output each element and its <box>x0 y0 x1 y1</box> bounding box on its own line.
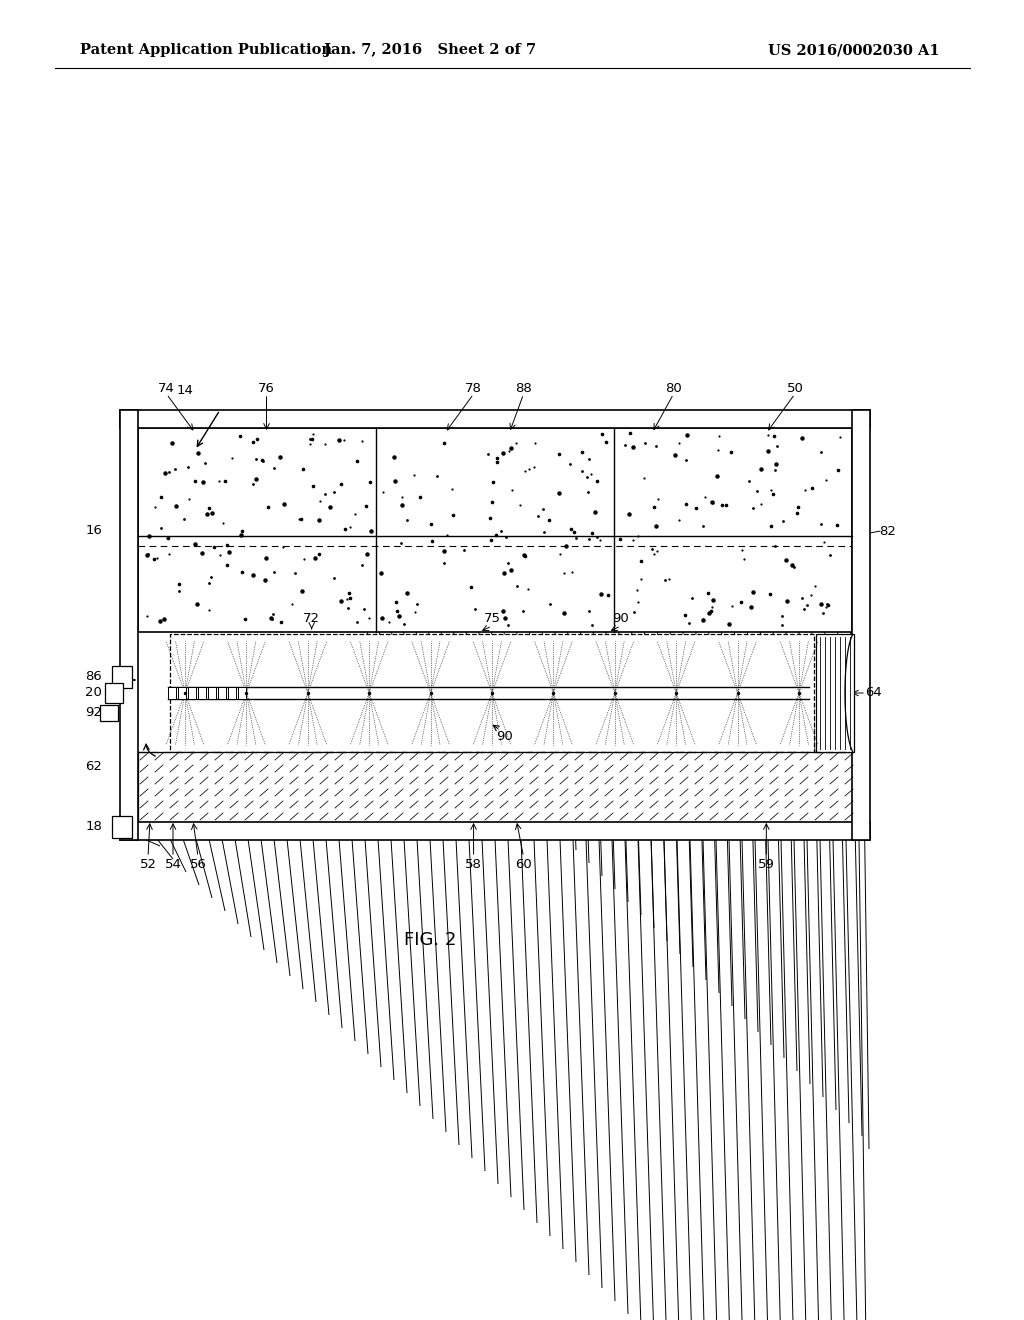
Text: 56: 56 <box>189 858 207 871</box>
Text: 62: 62 <box>85 760 102 774</box>
Bar <box>218 686 226 700</box>
Text: 58: 58 <box>465 858 482 871</box>
Text: FIG. 2: FIG. 2 <box>403 931 456 949</box>
Bar <box>138 752 852 822</box>
Bar <box>100 705 118 721</box>
Text: 90: 90 <box>612 612 629 626</box>
Text: Jan. 7, 2016   Sheet 2 of 7: Jan. 7, 2016 Sheet 2 of 7 <box>324 44 536 57</box>
Text: 76: 76 <box>258 381 275 395</box>
Text: 20: 20 <box>85 686 102 700</box>
Bar <box>228 686 236 700</box>
Bar <box>852 411 870 840</box>
Text: 72: 72 <box>303 612 321 626</box>
Bar <box>112 667 132 688</box>
Text: 52: 52 <box>139 858 157 871</box>
Bar <box>105 682 123 704</box>
Bar <box>112 816 132 838</box>
Bar <box>138 428 852 632</box>
Bar <box>208 686 216 700</box>
Text: 59: 59 <box>758 858 775 871</box>
Text: 54: 54 <box>165 858 181 871</box>
Text: US 2016/0002030 A1: US 2016/0002030 A1 <box>768 44 940 57</box>
Text: 14: 14 <box>176 384 194 396</box>
Text: Patent Application Publication: Patent Application Publication <box>80 44 332 57</box>
Text: 92: 92 <box>85 706 102 719</box>
Text: 74: 74 <box>158 381 175 395</box>
Text: 88: 88 <box>515 381 531 395</box>
Text: 82: 82 <box>880 524 896 537</box>
Text: 64: 64 <box>865 686 883 700</box>
Bar <box>198 686 206 700</box>
Text: 16: 16 <box>85 524 102 536</box>
Text: 80: 80 <box>666 381 682 395</box>
Bar <box>168 686 176 700</box>
Bar <box>120 822 870 840</box>
Bar <box>170 634 814 752</box>
Text: 86: 86 <box>85 671 102 684</box>
Text: 18: 18 <box>85 821 102 833</box>
Text: 90: 90 <box>497 730 513 743</box>
Bar <box>178 686 186 700</box>
Bar <box>816 634 854 752</box>
Bar <box>120 411 138 840</box>
Text: 75: 75 <box>483 612 501 626</box>
Text: 60: 60 <box>515 858 531 871</box>
Text: 78: 78 <box>465 381 482 395</box>
Bar <box>238 686 246 700</box>
Bar <box>120 411 870 428</box>
Bar <box>188 686 196 700</box>
Text: 50: 50 <box>786 381 803 395</box>
